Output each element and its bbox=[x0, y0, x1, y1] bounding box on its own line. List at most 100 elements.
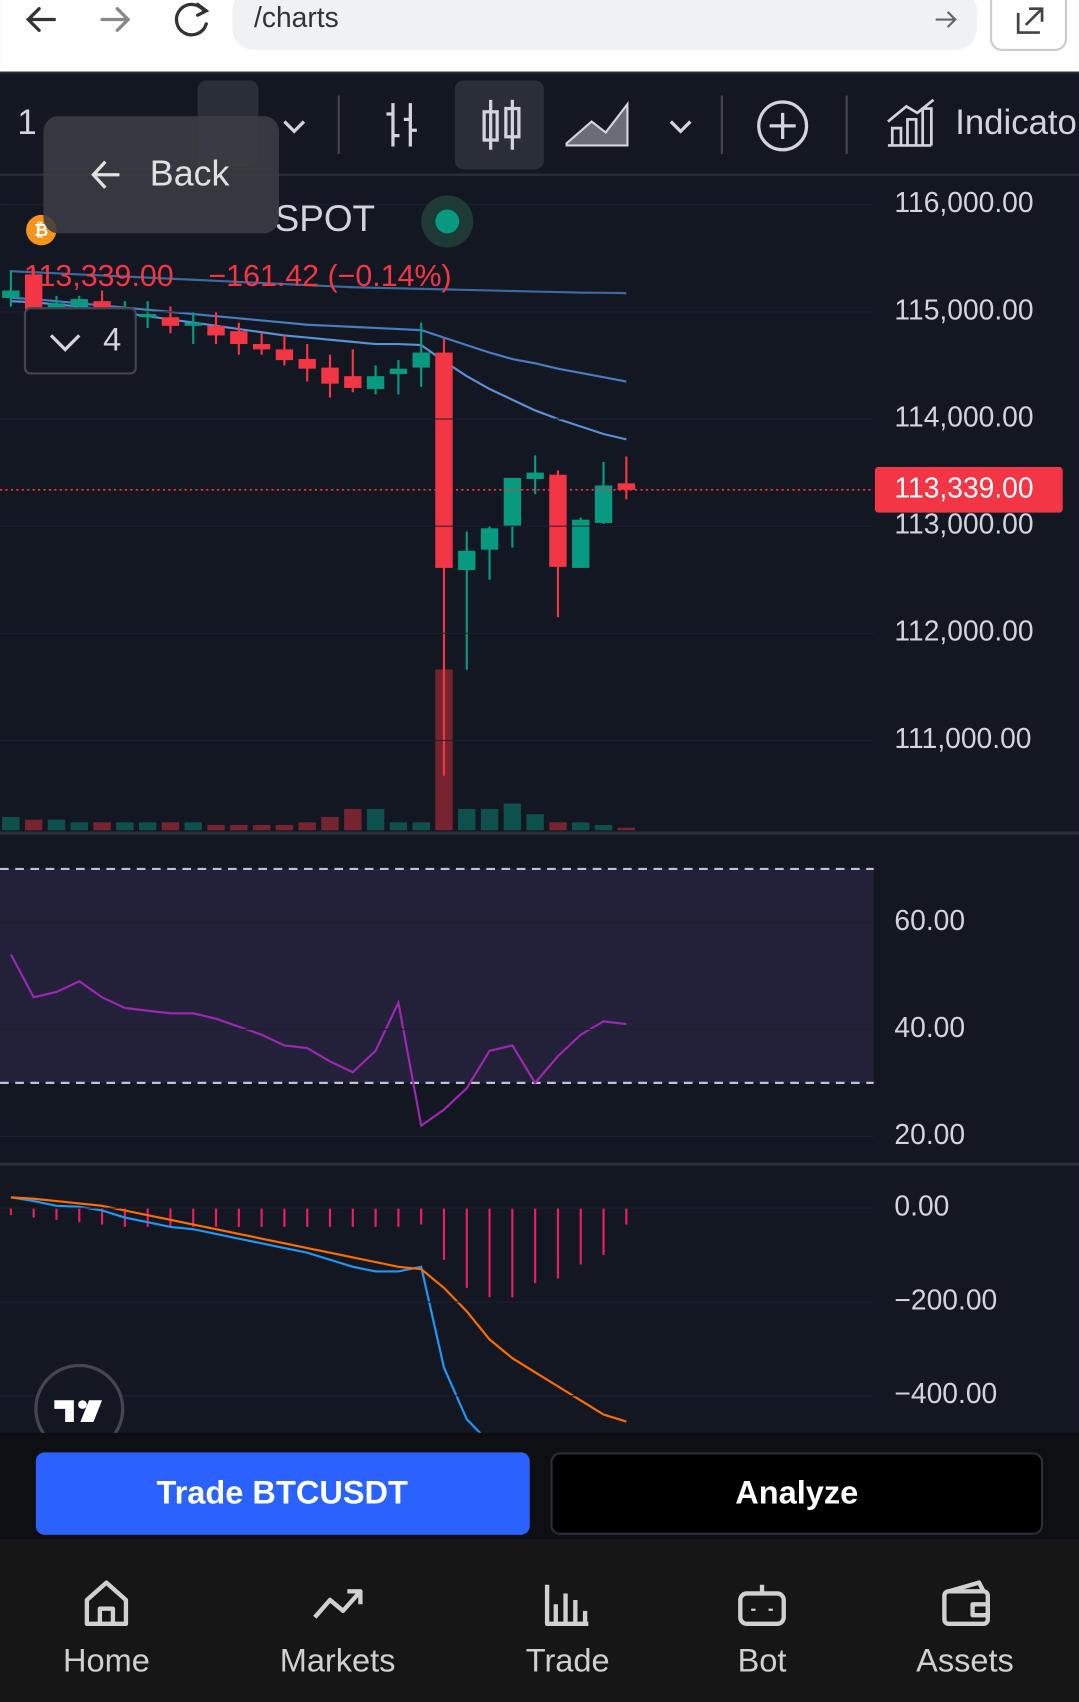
candle-body bbox=[594, 485, 613, 523]
candle-body bbox=[207, 325, 225, 336]
candle-body bbox=[321, 367, 339, 384]
indicators-icon[interactable] bbox=[887, 98, 935, 147]
volume-bar bbox=[252, 825, 271, 831]
volume-bar bbox=[480, 808, 499, 831]
candle-body bbox=[389, 368, 408, 375]
candle-body bbox=[458, 550, 476, 571]
candle-body bbox=[230, 331, 248, 345]
volume-bar bbox=[138, 822, 157, 831]
trade-label[interactable]: Trade BTCUSDT bbox=[157, 1474, 408, 1510]
trade-button[interactable] bbox=[35, 1452, 530, 1535]
rsi-band bbox=[0, 868, 874, 1083]
candle-body bbox=[435, 352, 453, 568]
back-overlay[interactable] bbox=[43, 116, 279, 234]
candle-body bbox=[572, 519, 590, 568]
volume-bar bbox=[161, 822, 180, 831]
volume-bar bbox=[549, 822, 567, 831]
analyze-button[interactable] bbox=[550, 1452, 1044, 1535]
back-label[interactable]: Back bbox=[150, 153, 230, 193]
y-tick-label: 60.00 bbox=[894, 904, 965, 936]
open-external[interactable] bbox=[989, 0, 1068, 52]
y-tick-label: −200.00 bbox=[894, 1283, 997, 1315]
indicator-count: 4 bbox=[103, 322, 121, 358]
forward-button[interactable] bbox=[100, 7, 131, 33]
y-tick-label: 40.00 bbox=[894, 1011, 965, 1043]
volume-bar bbox=[503, 803, 522, 831]
candle-body bbox=[526, 472, 544, 480]
y-tick-label: −400.00 bbox=[894, 1377, 997, 1409]
candle-body bbox=[412, 352, 430, 368]
y-tick-label: 115,000.00 bbox=[894, 293, 1033, 325]
candle-body bbox=[503, 477, 522, 527]
volume-bar bbox=[526, 814, 544, 831]
volume-bar bbox=[207, 825, 225, 831]
last-price-tag bbox=[874, 467, 1063, 513]
volume-bar bbox=[230, 825, 248, 831]
candle-body bbox=[184, 322, 202, 326]
candle-body bbox=[161, 317, 180, 326]
volume-bar bbox=[389, 822, 408, 831]
candles-style[interactable] bbox=[454, 80, 544, 170]
volume-bar bbox=[572, 822, 590, 831]
candle-body bbox=[2, 290, 20, 298]
volume-bar bbox=[458, 808, 476, 831]
volume-bar bbox=[116, 822, 134, 831]
volume-bar bbox=[70, 822, 88, 831]
volume-bar bbox=[24, 819, 43, 831]
y-tick-label: 111,000.00 bbox=[894, 722, 1031, 754]
analyze-label[interactable]: Analyze bbox=[735, 1474, 858, 1510]
volume-bar bbox=[184, 822, 202, 831]
candle-body bbox=[275, 349, 294, 361]
area-style[interactable] bbox=[565, 101, 629, 147]
market-status bbox=[435, 209, 460, 234]
candle-body bbox=[480, 528, 499, 550]
url: /charts bbox=[254, 1, 339, 33]
candle-body bbox=[70, 299, 88, 307]
indicator-toggle[interactable] bbox=[23, 307, 137, 375]
last-price: 113,339.00 bbox=[24, 259, 174, 293]
candle-body bbox=[138, 314, 157, 318]
pane bbox=[2, 266, 636, 831]
go-icon[interactable] bbox=[935, 11, 957, 28]
volume-bar bbox=[344, 808, 362, 831]
series-line bbox=[10, 270, 627, 295]
volume-bar bbox=[93, 822, 111, 831]
last-price-label: 113,339.00 bbox=[894, 471, 1033, 503]
volume-bar bbox=[298, 822, 316, 831]
price-change: −161.42 (−0.14%) bbox=[208, 259, 451, 293]
nav-item[interactable]: Assets bbox=[916, 1643, 1014, 1679]
volume-bar bbox=[2, 816, 20, 831]
interval[interactable]: 1 bbox=[17, 104, 36, 142]
indicators[interactable]: Indicators bbox=[955, 104, 1079, 142]
y-tick-label: 116,000.00 bbox=[894, 186, 1033, 218]
nav-item[interactable]: Markets bbox=[280, 1643, 396, 1679]
nav-item[interactable]: Trade bbox=[526, 1643, 610, 1679]
candle-body bbox=[344, 376, 362, 388]
y-tick-label: 20.00 bbox=[894, 1118, 965, 1150]
volume-bar bbox=[594, 825, 613, 831]
back-button[interactable] bbox=[25, 7, 56, 33]
volume-bar bbox=[275, 825, 294, 831]
series-line bbox=[10, 1196, 482, 1433]
url-field[interactable] bbox=[232, 0, 977, 50]
reload-button[interactable] bbox=[174, 2, 210, 37]
nav-item[interactable]: Home bbox=[63, 1643, 150, 1679]
y-tick-label: 114,000.00 bbox=[894, 400, 1033, 432]
candle-body bbox=[366, 376, 385, 390]
series-line bbox=[10, 296, 627, 383]
candle-body bbox=[298, 359, 316, 369]
volume-bar bbox=[321, 816, 339, 831]
volume-bar bbox=[617, 827, 636, 831]
nav-item[interactable]: Bot bbox=[738, 1643, 787, 1679]
candle-body bbox=[549, 474, 567, 567]
add-button[interactable] bbox=[757, 100, 809, 152]
candle-body bbox=[24, 274, 43, 317]
y-tick-label: 112,000.00 bbox=[894, 615, 1033, 647]
candle-body bbox=[252, 344, 271, 350]
nav-bar bbox=[0, 1539, 1079, 1702]
symbol-name: SPOT bbox=[275, 198, 375, 239]
bars-style[interactable] bbox=[386, 103, 417, 147]
